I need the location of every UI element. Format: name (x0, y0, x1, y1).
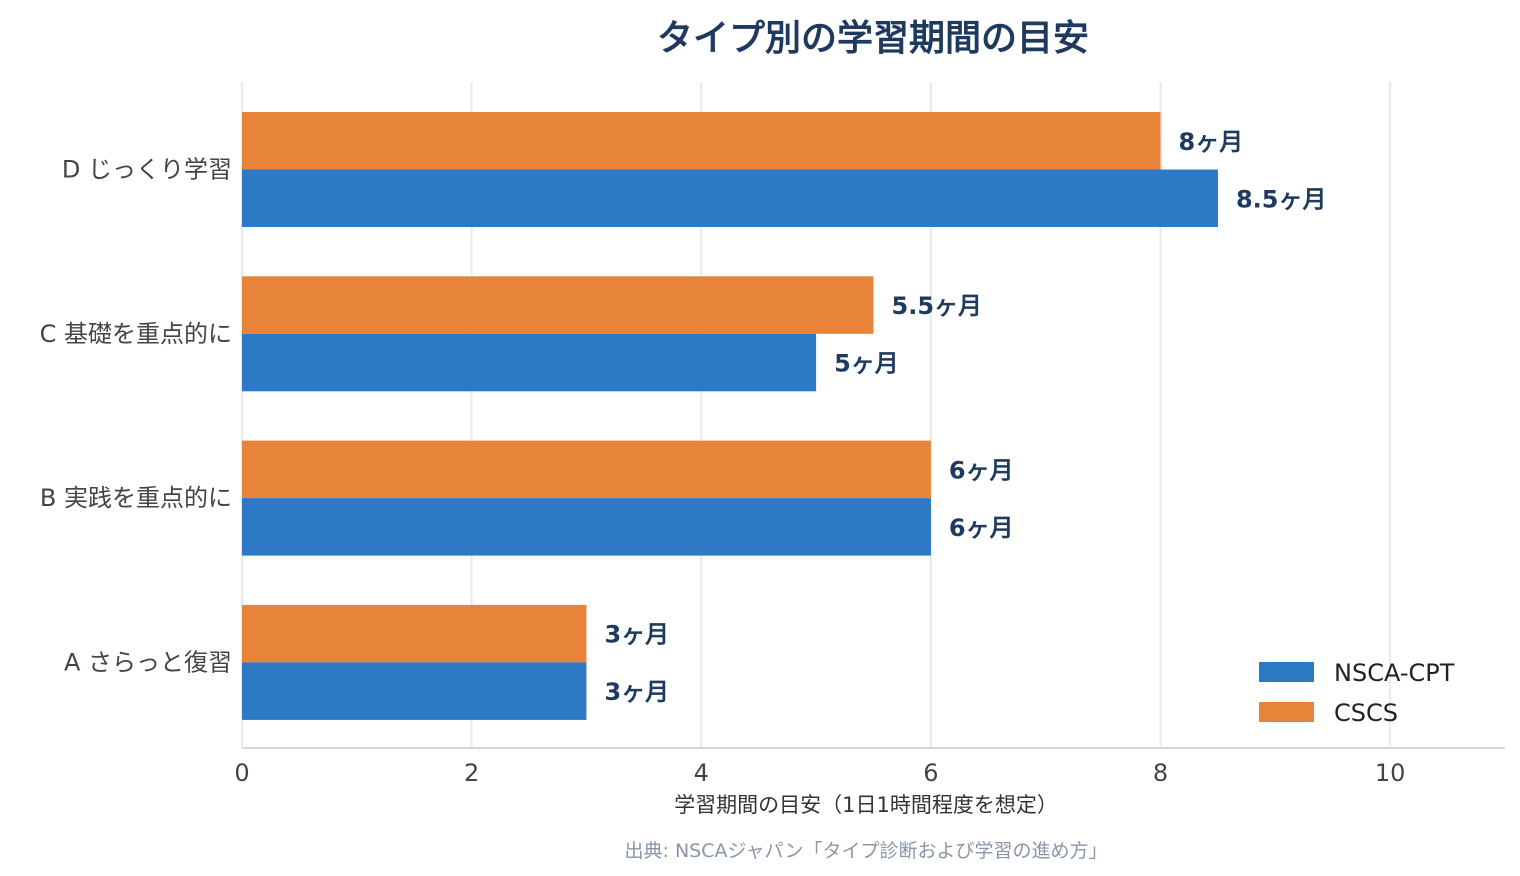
bar (242, 333, 817, 392)
x-tick-label: 6 (923, 759, 938, 787)
y-tick-label: C 基礎を重点的に (40, 320, 232, 348)
bar (242, 112, 1161, 170)
data-label: 6ヶ月 (949, 456, 1014, 484)
legend-swatch (1259, 702, 1314, 722)
data-label: 3ヶ月 (604, 621, 669, 649)
x-tick-label: 0 (234, 759, 249, 787)
data-label: 8.5ヶ月 (1236, 185, 1327, 213)
x-tick-label: 10 (1375, 759, 1406, 787)
legend-swatch (1259, 662, 1314, 682)
bar (242, 498, 931, 556)
bar (242, 604, 587, 663)
legend: NSCA-CPT CSCS (1259, 659, 1455, 727)
data-label: 5ヶ月 (834, 350, 899, 378)
x-tick-label: 8 (1153, 759, 1168, 787)
bars (242, 112, 1218, 720)
y-axis: D じっくり学習 C 基礎を重点的に B 実践を重点的に A さらっと復習 (40, 156, 232, 677)
legend-label: CSCS (1334, 699, 1398, 727)
data-label: 5.5ヶ月 (892, 292, 983, 320)
bar (242, 169, 1218, 227)
data-label: 3ヶ月 (604, 678, 669, 706)
data-label: 6ヶ月 (949, 514, 1014, 542)
data-label: 8ヶ月 (1179, 128, 1244, 156)
bar (242, 276, 874, 334)
x-tick-label: 4 (694, 759, 709, 787)
data-labels: 8ヶ月 8.5ヶ月 5.5ヶ月 5ヶ月 6ヶ月 6ヶ月 3ヶ月 3ヶ月 (604, 128, 1326, 706)
x-axis-label: 学習期間の目安（1日1時間程度を想定） (674, 793, 1058, 817)
bar (242, 662, 587, 720)
y-tick-label: D じっくり学習 (62, 156, 232, 184)
chart-title: タイプ別の学習期間の目安 (657, 17, 1089, 59)
bar (242, 440, 931, 499)
y-tick-label: A さらっと復習 (64, 648, 232, 676)
source-note: 出典: NSCAジャパン「タイプ診断および学習の進め方」 (625, 840, 1108, 862)
x-tick-label: 2 (464, 759, 479, 787)
y-tick-label: B 実践を重点的に (40, 484, 232, 512)
legend-label: NSCA-CPT (1334, 659, 1455, 687)
x-axis: 0 2 4 6 8 10 (234, 747, 1505, 787)
